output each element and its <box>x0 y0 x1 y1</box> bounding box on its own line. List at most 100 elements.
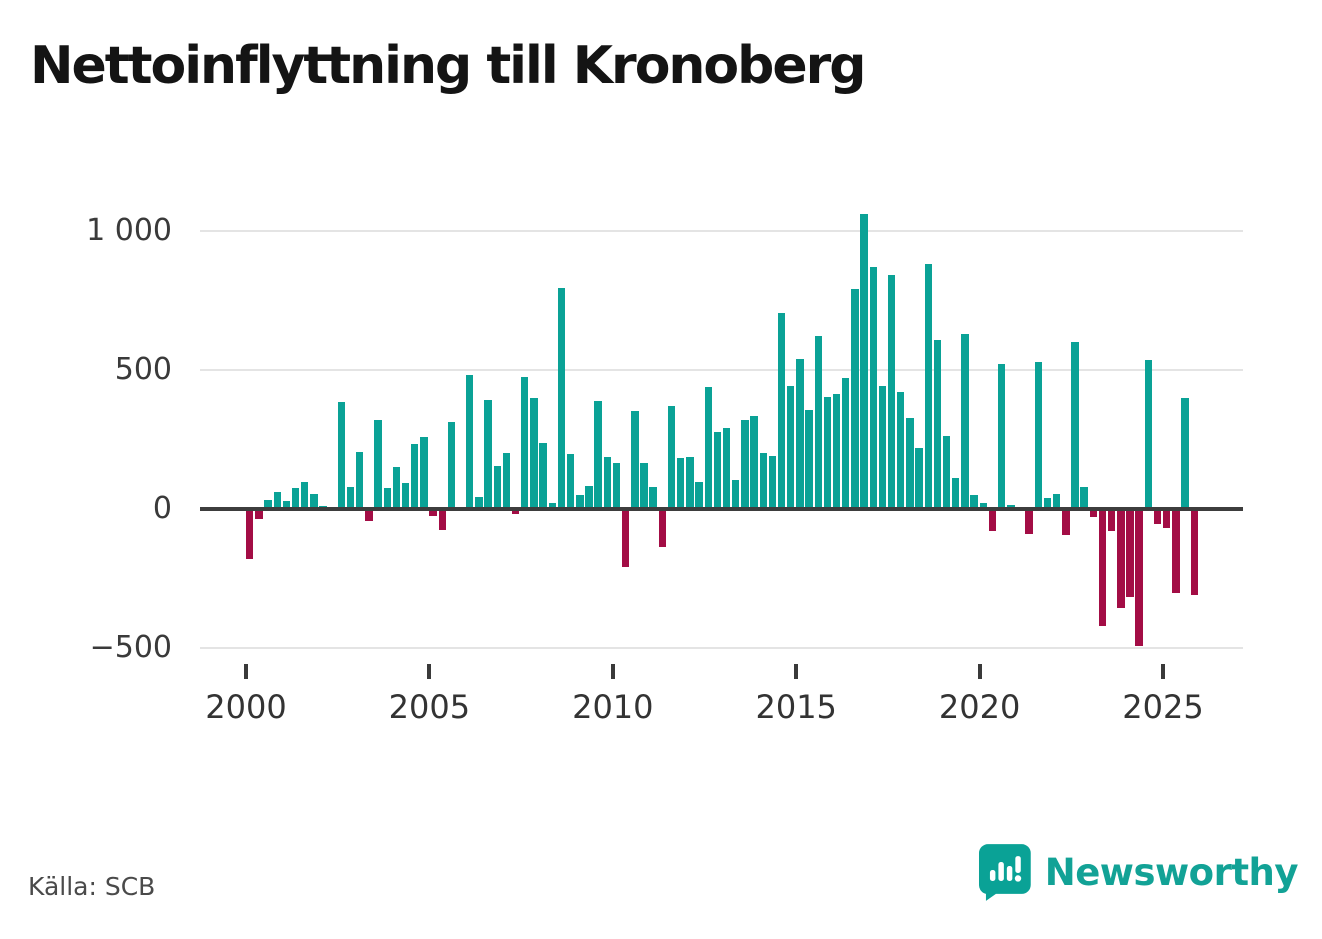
bar-2019-Q2[interactable] <box>952 477 960 509</box>
bar-2023-Q4[interactable] <box>1117 511 1125 609</box>
bar-2013-Q2[interactable] <box>732 479 740 509</box>
bar-2003-Q2[interactable] <box>365 511 373 521</box>
bar-2017-Q3[interactable] <box>887 274 896 509</box>
bar-2007-Q3[interactable] <box>521 377 529 509</box>
bar-2007-Q1[interactable] <box>502 453 511 509</box>
bar-2018-Q3[interactable] <box>924 263 932 509</box>
bar-2024-Q3[interactable] <box>1144 359 1153 509</box>
bar-2014-Q4[interactable] <box>787 385 795 509</box>
bar-2025-Q4[interactable] <box>1190 511 1198 595</box>
bar-2015-Q1[interactable] <box>796 358 804 509</box>
bar-2023-Q1[interactable] <box>1089 511 1098 517</box>
bar-2025-Q1[interactable] <box>1163 511 1171 528</box>
bar-2024-Q1[interactable] <box>1126 511 1134 597</box>
bar-2009-Q2[interactable] <box>585 485 593 509</box>
bar-2018-Q4[interactable] <box>933 340 942 509</box>
bar-2016-Q2[interactable] <box>842 378 850 509</box>
bar-2017-Q2[interactable] <box>878 385 887 509</box>
bar-2001-Q1[interactable] <box>282 500 291 509</box>
bar-2011-Q1[interactable] <box>649 487 657 509</box>
bar-2003-Q1[interactable] <box>356 451 364 509</box>
bar-2018-Q2[interactable] <box>915 448 923 509</box>
bar-2010-Q3[interactable] <box>631 410 639 509</box>
bar-2017-Q4[interactable] <box>897 392 905 509</box>
bar-2008-Q1[interactable] <box>539 443 547 509</box>
bar-2009-Q3[interactable] <box>594 400 602 509</box>
bar-2002-Q3[interactable] <box>337 402 346 509</box>
bar-2025-Q3[interactable] <box>1181 398 1189 509</box>
bar-2016-Q1[interactable] <box>832 393 841 509</box>
bar-2016-Q3[interactable] <box>851 288 859 509</box>
bar-2008-Q4[interactable] <box>566 453 575 509</box>
bar-2004-Q3[interactable] <box>411 443 419 509</box>
bar-2024-Q2[interactable] <box>1135 511 1143 647</box>
bar-2005-Q1[interactable] <box>429 511 437 516</box>
bar-2025-Q2[interactable] <box>1172 511 1180 594</box>
bar-2021-Q4[interactable] <box>1043 497 1052 509</box>
bar-2002-Q4[interactable] <box>346 486 355 509</box>
bar-2004-Q2[interactable] <box>401 483 410 509</box>
bar-2004-Q1[interactable] <box>392 467 401 509</box>
bar-2022-Q4[interactable] <box>1080 486 1088 509</box>
bar-2006-Q4[interactable] <box>493 465 501 509</box>
bar-2015-Q2[interactable] <box>805 409 813 509</box>
bar-2013-Q4[interactable] <box>750 415 758 509</box>
bar-2011-Q2[interactable] <box>658 511 667 548</box>
bar-2007-Q4[interactable] <box>530 398 538 509</box>
bar-2023-Q3[interactable] <box>1107 511 1116 531</box>
bar-2016-Q4[interactable] <box>860 214 868 509</box>
bar-2024-Q4[interactable] <box>1153 511 1162 524</box>
bar-2020-Q1[interactable] <box>979 502 987 509</box>
bar-2006-Q3[interactable] <box>484 400 492 509</box>
bar-2014-Q3[interactable] <box>777 313 786 509</box>
bar-2012-Q3[interactable] <box>704 386 712 509</box>
bar-2015-Q4[interactable] <box>823 396 832 509</box>
bar-2010-Q1[interactable] <box>612 463 621 509</box>
bar-2018-Q1[interactable] <box>906 418 914 509</box>
bar-2020-Q3[interactable] <box>997 364 1006 509</box>
bar-2008-Q2[interactable] <box>548 503 556 509</box>
bar-2003-Q4[interactable] <box>383 488 391 509</box>
bar-2014-Q1[interactable] <box>759 453 767 509</box>
bar-2007-Q2[interactable] <box>511 511 520 514</box>
bar-2000-Q3[interactable] <box>264 500 272 509</box>
bar-2022-Q1[interactable] <box>1052 493 1061 509</box>
bar-2019-Q3[interactable] <box>961 333 969 509</box>
bar-2022-Q3[interactable] <box>1071 341 1079 509</box>
bar-2019-Q1[interactable] <box>942 435 951 509</box>
bar-2000-Q1[interactable] <box>246 511 254 559</box>
bar-2005-Q2[interactable] <box>438 511 446 530</box>
bar-2023-Q2[interactable] <box>1098 511 1107 627</box>
bar-2009-Q4[interactable] <box>603 457 612 509</box>
bar-2006-Q1[interactable] <box>466 375 474 509</box>
bar-2017-Q1[interactable] <box>869 267 877 509</box>
bar-2021-Q3[interactable] <box>1034 362 1042 509</box>
bar-2001-Q2[interactable] <box>291 488 300 509</box>
bar-2020-Q2[interactable] <box>988 511 997 532</box>
bar-2001-Q3[interactable] <box>301 482 309 509</box>
bar-2006-Q2[interactable] <box>475 497 483 509</box>
bar-2022-Q2[interactable] <box>1062 511 1070 536</box>
bar-2013-Q1[interactable] <box>722 428 731 509</box>
bar-2008-Q3[interactable] <box>557 287 566 509</box>
bar-2001-Q4[interactable] <box>310 493 318 509</box>
bar-2012-Q1[interactable] <box>686 456 694 509</box>
bar-2010-Q2[interactable] <box>621 511 630 567</box>
bar-2013-Q3[interactable] <box>741 420 749 509</box>
bar-2012-Q4[interactable] <box>713 431 722 509</box>
bar-2003-Q3[interactable] <box>374 420 382 509</box>
bar-2010-Q4[interactable] <box>640 463 648 509</box>
bar-2014-Q2[interactable] <box>768 456 777 509</box>
bar-2012-Q2[interactable] <box>695 481 703 509</box>
newsworthy-logo[interactable]: Newsworthy <box>978 842 1299 902</box>
bar-2015-Q3[interactable] <box>814 335 822 509</box>
bar-2019-Q4[interactable] <box>970 495 978 509</box>
bar-2011-Q4[interactable] <box>676 458 685 509</box>
bar-2011-Q3[interactable] <box>667 406 676 509</box>
bar-2009-Q1[interactable] <box>576 495 584 509</box>
bar-2005-Q3[interactable] <box>447 422 456 509</box>
bar-2021-Q2[interactable] <box>1025 511 1033 534</box>
bar-2000-Q4[interactable] <box>273 492 281 509</box>
bar-2004-Q4[interactable] <box>420 436 428 509</box>
bar-2000-Q2[interactable] <box>255 511 263 520</box>
